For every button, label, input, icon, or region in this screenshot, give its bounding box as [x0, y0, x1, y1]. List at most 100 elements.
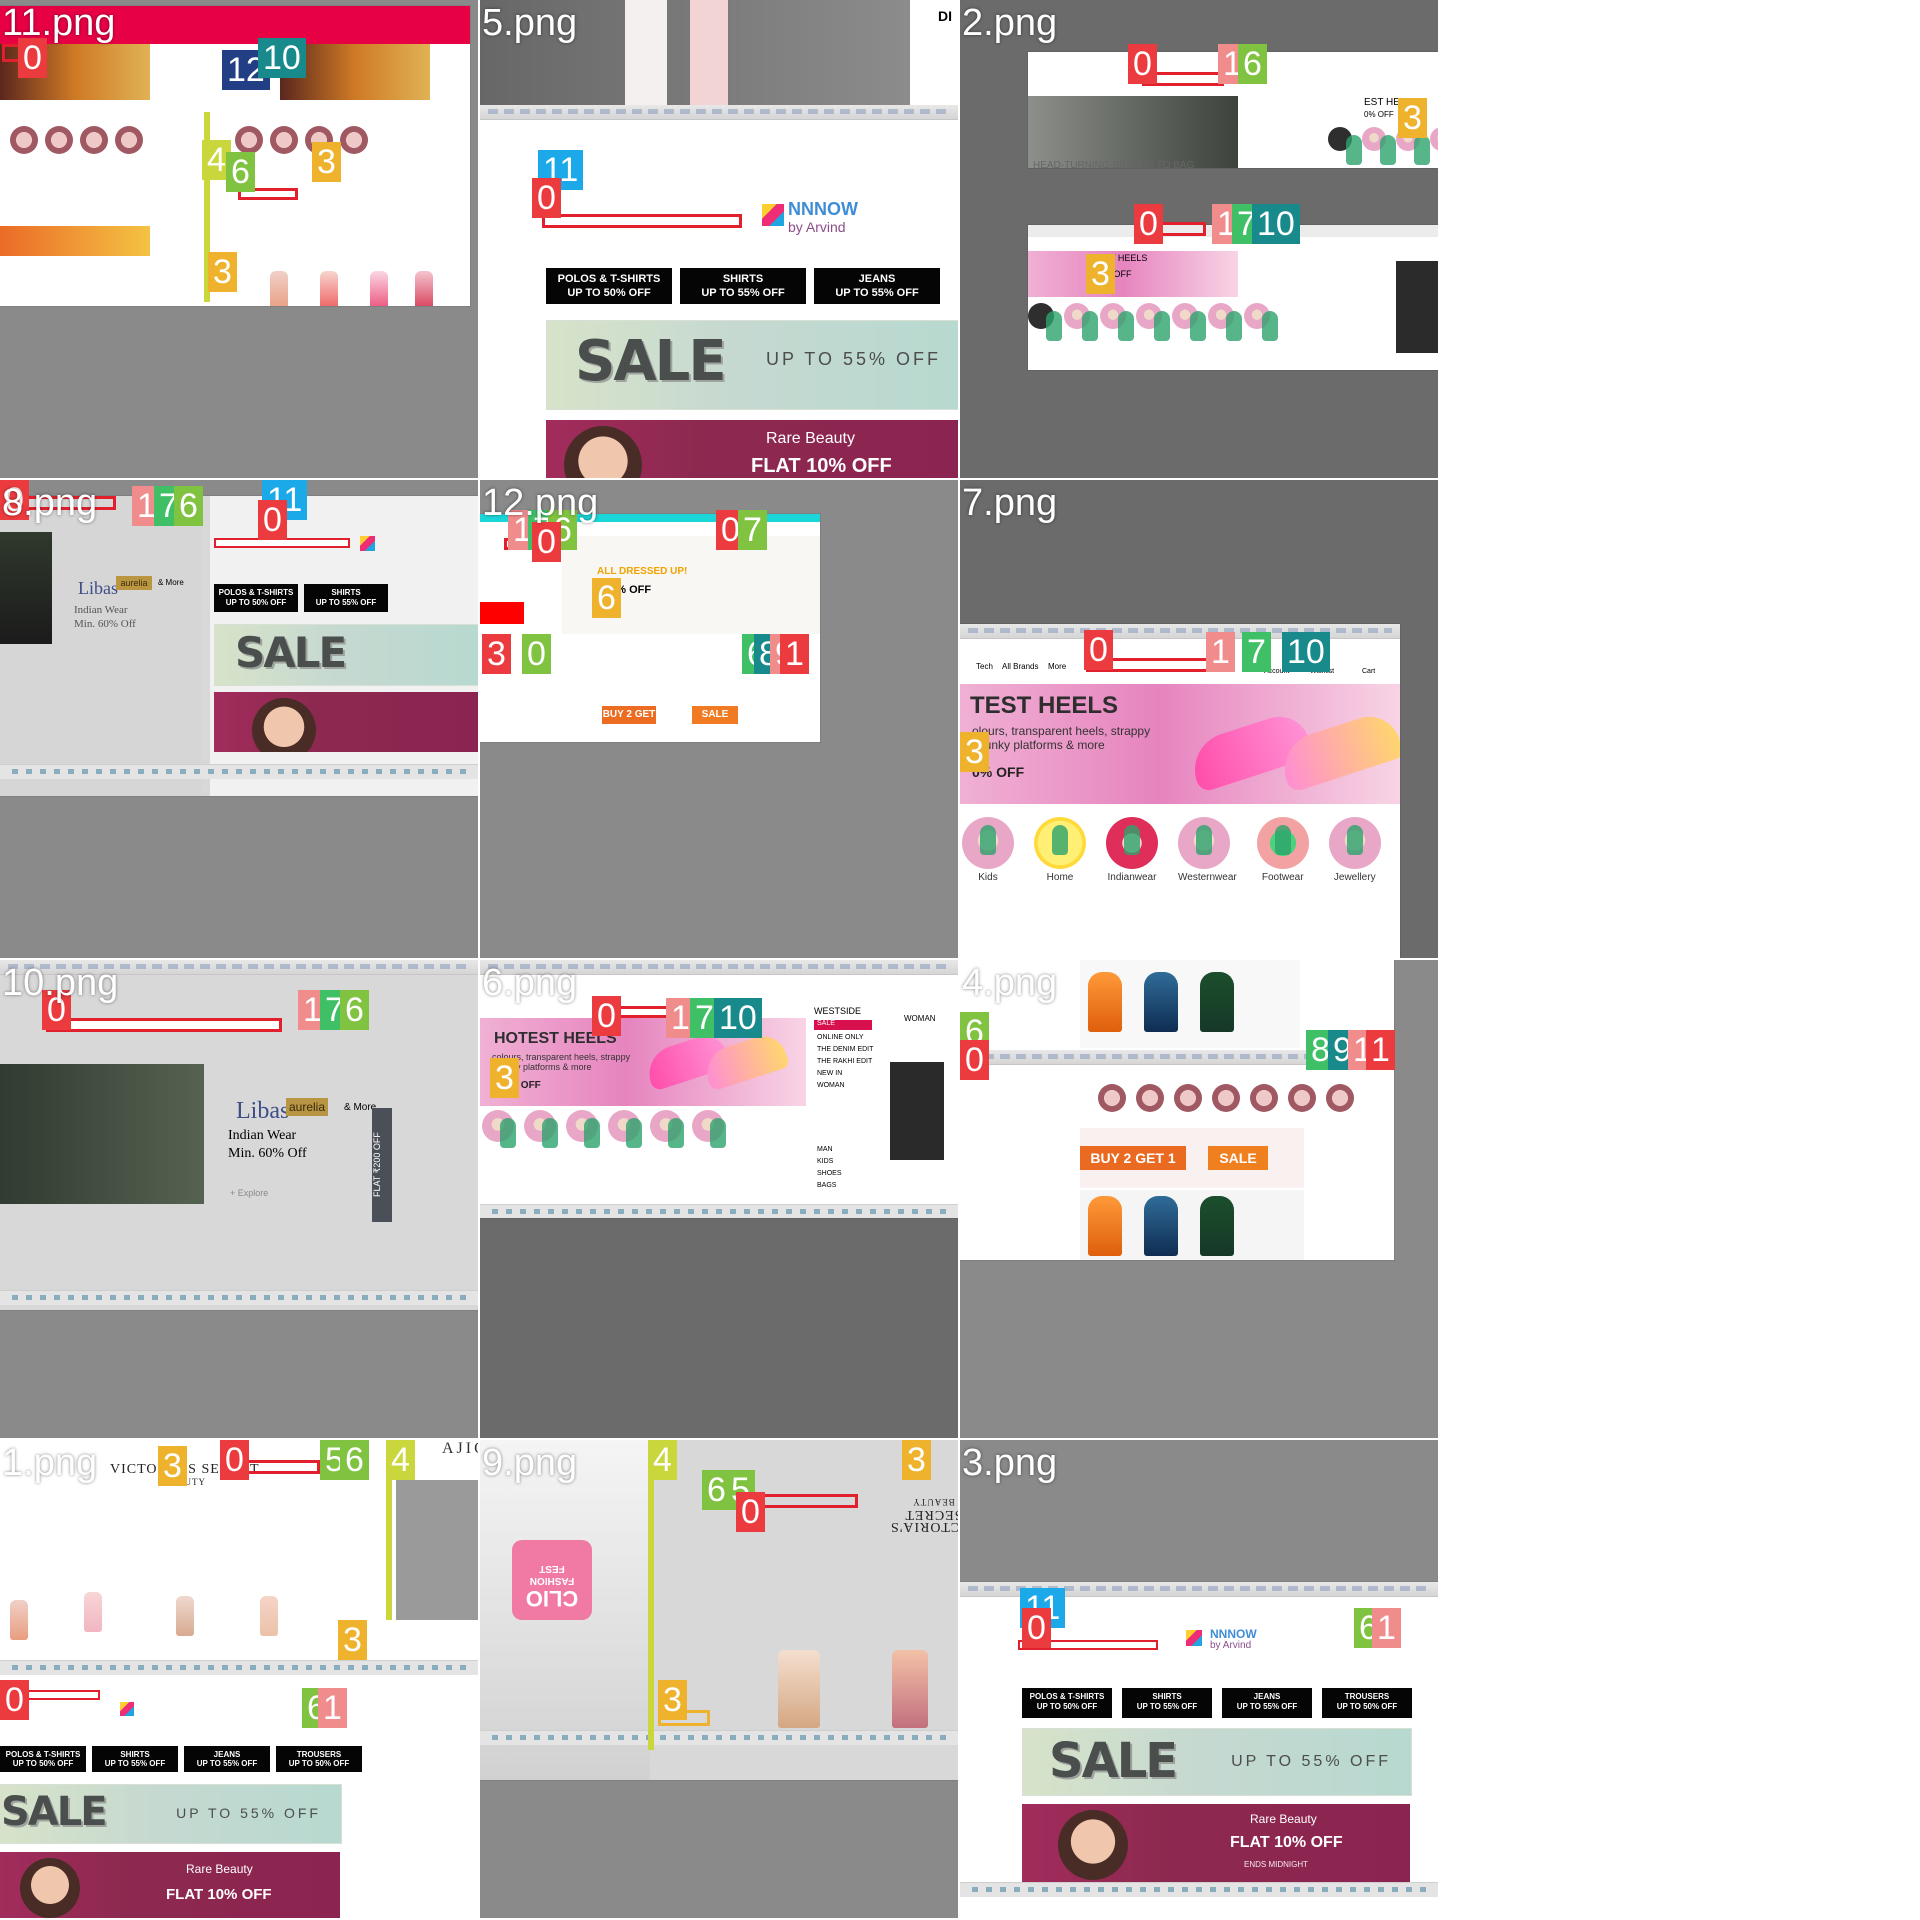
number-badge: 7 — [738, 510, 767, 550]
beauty-product[interactable] — [415, 271, 433, 306]
search-field[interactable] — [46, 1018, 282, 1032]
category-image[interactable] — [115, 126, 143, 154]
nav-tech[interactable]: Tech — [976, 662, 993, 671]
perfume-image[interactable] — [892, 1650, 928, 1728]
promo-card-shirts[interactable]: SHIRTS UP TO 55% OFF — [1122, 1688, 1212, 1718]
fashion-tile[interactable] — [1144, 972, 1178, 1032]
perfume-image[interactable] — [10, 1600, 28, 1640]
category-footwear[interactable]: Footwear — [1256, 817, 1309, 883]
promo-card-polos[interactable]: POLOS & T-SHIRTS UP TO 50% OFF — [546, 268, 672, 304]
category-circle[interactable] — [650, 1110, 684, 1148]
promo-card-jeans[interactable]: JEANS UP TO 55% OFF — [184, 1746, 270, 1772]
category-circle[interactable] — [1208, 303, 1242, 341]
offer-side-tab[interactable]: FLAT ₹200 OFF — [372, 1108, 392, 1222]
beauty-product[interactable] — [270, 271, 288, 306]
luxe-circle[interactable] — [1028, 303, 1062, 341]
search-field[interactable] — [542, 214, 742, 228]
category-circle[interactable] — [1172, 303, 1206, 341]
category-circle[interactable] — [482, 1110, 516, 1148]
category-circle[interactable] — [1136, 303, 1170, 341]
category-image[interactable] — [340, 126, 368, 154]
sale-banner[interactable]: SALE UP TO 55% OFF — [546, 320, 958, 410]
beauty-banner[interactable]: Rare Beauty FLAT 10% OFF — [546, 420, 958, 478]
category-image[interactable] — [1212, 1084, 1240, 1112]
beauty-banner[interactable] — [214, 692, 478, 752]
menu-shoes[interactable]: SHOES — [817, 1170, 842, 1177]
category-circle[interactable] — [692, 1110, 726, 1148]
beauty-product[interactable] — [320, 271, 338, 306]
fashion-tile[interactable] — [1200, 972, 1234, 1032]
promo-card-shirts[interactable]: SHIRTS UP TO 55% OFF — [92, 1746, 178, 1772]
promo-card-shirts[interactable]: SHIRTS UP TO 55% OFF — [304, 584, 388, 612]
category-circle[interactable] — [524, 1110, 558, 1148]
category-image[interactable] — [1174, 1084, 1202, 1112]
sale-banner[interactable]: SALE UP TO 55% OFF — [0, 1784, 342, 1844]
promo-card-jeans[interactable]: JEANS UP TO 55% OFF — [814, 268, 940, 304]
menu-man[interactable]: MAN — [817, 1146, 833, 1153]
menu-woman[interactable]: WOMAN — [817, 1082, 845, 1089]
beauty-banner[interactable]: Rare Beauty FLAT 10% OFF ENDS MIDNIGHT — [1022, 1804, 1410, 1882]
category-image[interactable] — [270, 126, 298, 154]
menu-kids[interactable]: KIDS — [817, 1158, 834, 1165]
category-home[interactable]: Home — [1034, 817, 1086, 883]
category-westernwear[interactable]: Westernwear — [1178, 817, 1237, 883]
fashion-banner[interactable]: BUY 2 GET 1 SALE — [562, 664, 820, 742]
number-badge: 1 — [1206, 632, 1235, 672]
category-circle[interactable] — [1430, 127, 1438, 151]
luxe-circle[interactable] — [1328, 127, 1362, 165]
sale-banner[interactable]: SALE — [214, 624, 478, 686]
category-jewellery[interactable]: Jewellery — [1328, 817, 1381, 883]
fashion-tile[interactable] — [1088, 972, 1122, 1032]
promo-card-shirts[interactable]: SHIRTS UP TO 55% OFF — [680, 268, 806, 304]
nav-more[interactable]: More — [1048, 662, 1067, 671]
category-image[interactable] — [235, 126, 263, 154]
category-circle[interactable] — [1244, 303, 1278, 341]
heels-banner[interactable]: EST HEELS 0% OFF — [1028, 251, 1238, 297]
category-circle[interactable] — [566, 1110, 600, 1148]
menu-sale[interactable]: SALE — [817, 1020, 835, 1027]
explore-link[interactable]: + Explore — [230, 1188, 269, 1198]
promo-card-polos[interactable]: POLOS & T-SHIRTS UP TO 50% OFF — [214, 584, 298, 612]
category-circle[interactable] — [1064, 303, 1098, 341]
search-field[interactable] — [1018, 1640, 1158, 1650]
category-kids[interactable]: Kids — [962, 817, 1014, 883]
promo-card-trousers[interactable]: TROUSERS UP TO 50% OFF — [1322, 1688, 1412, 1718]
cart-link[interactable]: Cart — [1362, 668, 1376, 675]
perfume-image[interactable] — [84, 1592, 102, 1632]
perfume-image[interactable] — [176, 1596, 194, 1636]
category-image[interactable] — [45, 126, 73, 154]
category-circle[interactable] — [1100, 303, 1134, 341]
offer-banner[interactable]: BUY 2 GET 1 SALE — [1080, 1128, 1304, 1188]
promo-card-polos[interactable]: POLOS & T-SHIRTS UP TO 50% OFF — [1022, 1688, 1112, 1718]
perfume-image[interactable] — [778, 1650, 820, 1728]
beauty-product[interactable] — [370, 271, 388, 306]
category-image[interactable] — [1136, 1084, 1164, 1112]
category-image[interactable] — [1098, 1084, 1126, 1112]
category-image[interactable] — [1326, 1084, 1354, 1112]
category-image[interactable] — [10, 126, 38, 154]
menu-online-only[interactable]: ONLINE ONLY — [817, 1034, 864, 1041]
fashion-tile[interactable] — [1200, 1196, 1234, 1256]
promo-card-jeans[interactable]: JEANS UP TO 55% OFF — [1222, 1688, 1312, 1718]
fashion-tile[interactable] — [1088, 1196, 1122, 1256]
menu-new-in[interactable]: NEW IN — [817, 1070, 843, 1077]
beauty-banner[interactable]: Rare Beauty FLAT 10% OFF — [0, 1852, 340, 1918]
menu-denim[interactable]: THE DENIM EDIT — [817, 1046, 874, 1053]
category-image[interactable] — [1250, 1084, 1278, 1112]
category-indianwear[interactable]: Indianwear — [1106, 817, 1158, 883]
category-circle[interactable] — [1362, 127, 1396, 165]
nav-all-brands[interactable]: All Brands — [1002, 662, 1039, 671]
hero-heels-banner[interactable]: TEST HEELS olours, transparent heels, st… — [960, 684, 1400, 804]
account-link[interactable]: Account — [1264, 668, 1290, 675]
fashion-tile[interactable] — [1144, 1196, 1178, 1256]
menu-rakhi[interactable]: THE RAKHI EDIT — [817, 1058, 873, 1065]
promo-card-trousers[interactable]: TROUSERS UP TO 50% OFF — [276, 1746, 362, 1772]
category-image[interactable] — [80, 126, 108, 154]
sale-banner[interactable]: SALE UP TO 55% OFF — [1022, 1728, 1412, 1796]
menu-bags[interactable]: BAGS — [817, 1182, 837, 1189]
promo-card-polos[interactable]: POLOS & T-SHIRTS UP TO 50% OFF — [0, 1746, 86, 1772]
clio-fest-logo[interactable]: CLIO FASHION FEST — [512, 1540, 592, 1620]
perfume-image[interactable] — [260, 1596, 278, 1636]
category-image[interactable] — [1288, 1084, 1316, 1112]
category-circle[interactable] — [608, 1110, 642, 1148]
